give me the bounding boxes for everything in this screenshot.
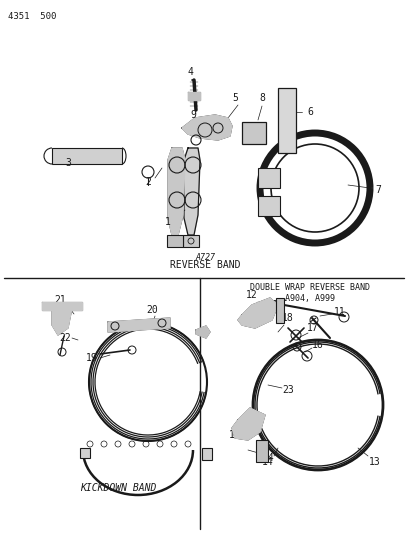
Text: 19: 19 — [86, 353, 98, 363]
Bar — [256, 440, 268, 462]
Text: 5: 5 — [232, 93, 238, 103]
Bar — [80, 448, 90, 458]
Polygon shape — [184, 148, 200, 235]
Text: REVERSE BAND: REVERSE BAND — [170, 260, 240, 270]
Polygon shape — [238, 298, 278, 328]
Polygon shape — [52, 305, 72, 335]
Text: 22: 22 — [59, 333, 71, 343]
Text: 16: 16 — [312, 340, 324, 350]
Text: 13: 13 — [369, 457, 381, 467]
Text: 11: 11 — [334, 307, 346, 317]
Text: 1: 1 — [165, 217, 171, 227]
Text: 21: 21 — [54, 295, 66, 305]
Polygon shape — [168, 148, 185, 235]
Bar — [167, 235, 183, 247]
Bar — [276, 298, 284, 323]
Bar — [258, 196, 280, 216]
Text: 20: 20 — [146, 305, 158, 315]
Text: 17: 17 — [307, 323, 319, 333]
Text: KICKDOWN BAND: KICKDOWN BAND — [80, 483, 156, 493]
Text: 14: 14 — [262, 457, 274, 467]
Text: 18: 18 — [282, 313, 294, 323]
Polygon shape — [188, 92, 200, 100]
Text: 7: 7 — [375, 185, 381, 195]
Text: A727: A727 — [195, 254, 215, 262]
Text: 2: 2 — [145, 177, 151, 187]
Text: 9: 9 — [190, 110, 196, 120]
Polygon shape — [232, 408, 265, 440]
Text: 23: 23 — [282, 385, 294, 395]
Polygon shape — [182, 115, 232, 140]
Text: 15: 15 — [229, 430, 241, 440]
Bar — [183, 235, 199, 247]
Text: 8: 8 — [259, 93, 265, 103]
Text: 6: 6 — [307, 107, 313, 117]
Text: 24: 24 — [262, 453, 274, 463]
Polygon shape — [42, 302, 82, 310]
Bar — [278, 88, 296, 153]
Bar — [258, 168, 280, 188]
Polygon shape — [196, 326, 210, 338]
Text: 12: 12 — [246, 290, 258, 300]
Text: A904, A999: A904, A999 — [285, 294, 335, 303]
Text: 4: 4 — [187, 67, 193, 77]
Text: 10: 10 — [272, 300, 284, 310]
Bar — [52, 148, 122, 164]
Text: 4351  500: 4351 500 — [8, 12, 56, 21]
Bar — [202, 448, 212, 460]
Polygon shape — [108, 318, 170, 332]
Text: 3: 3 — [65, 158, 71, 168]
Bar — [242, 122, 266, 144]
Text: DOUBLE WRAP REVERSE BAND: DOUBLE WRAP REVERSE BAND — [250, 284, 370, 293]
